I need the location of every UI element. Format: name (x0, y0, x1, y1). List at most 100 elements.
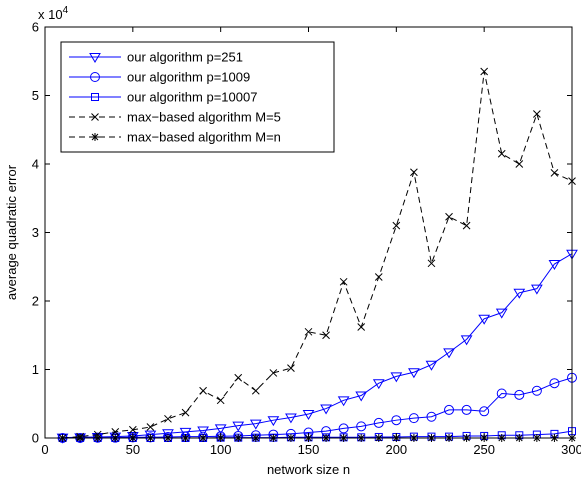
data-point (461, 404, 472, 415)
series-3 (58, 67, 576, 442)
data-point (338, 423, 349, 434)
data-point (320, 404, 332, 415)
data-point (426, 411, 437, 422)
data-point (480, 67, 489, 76)
data-point (460, 335, 473, 346)
data-point (374, 273, 383, 281)
data-point (533, 110, 541, 118)
data-point (357, 323, 366, 331)
data-point (548, 260, 561, 270)
data-point (497, 149, 506, 158)
data-point (355, 391, 368, 402)
y-multiplier-exponent: 4 (63, 5, 69, 16)
legend-entry: our algorithm p=1009 (69, 70, 250, 85)
data-point (495, 308, 508, 319)
y-tick-label: 2 (32, 294, 39, 309)
y-tick-label: 5 (32, 88, 39, 103)
data-point (214, 424, 227, 435)
y-tick-label: 4 (32, 157, 39, 172)
data-point (427, 259, 436, 268)
data-point (285, 413, 297, 424)
data-point (128, 425, 137, 434)
y-tick-label: 0 (32, 431, 39, 446)
legend-entry: max−based algorithm M=5 (69, 110, 281, 125)
y-multiplier-base: x 10 (38, 7, 63, 22)
y-multiplier: x 104 (38, 5, 69, 22)
data-point (550, 169, 559, 177)
legend-marker (89, 53, 101, 63)
data-point (356, 421, 367, 432)
y-tick-label: 1 (32, 362, 39, 377)
legend-label: our algorithm p=251 (127, 50, 243, 65)
data-point (514, 389, 525, 400)
y-tick-label: 6 (32, 20, 39, 35)
data-point (408, 368, 420, 379)
legend-label: our algorithm p=1009 (127, 70, 250, 85)
data-point (249, 419, 262, 430)
series-line-3 (62, 71, 573, 439)
data-point (391, 415, 402, 426)
data-point (162, 429, 174, 440)
x-tick-label: 50 (126, 442, 140, 457)
data-point (373, 417, 384, 428)
x-tick-label: 0 (41, 442, 48, 457)
x-tick-label: 200 (385, 442, 407, 457)
x-tick-label: 250 (473, 442, 495, 457)
data-point (372, 379, 385, 390)
data-point (443, 348, 455, 359)
data-point (530, 284, 543, 295)
legend-entry: max−based algorithm M=n (69, 130, 281, 145)
data-point (302, 410, 315, 421)
data-point (425, 360, 438, 371)
data-point (444, 404, 455, 415)
legend-marker (91, 133, 99, 141)
x-tick-label: 150 (298, 442, 320, 457)
x-tick-label: 100 (210, 442, 232, 457)
data-point (197, 426, 209, 437)
data-point (410, 168, 418, 177)
data-point (304, 327, 313, 336)
ticks-layer: 0 50 100 150 200 250 300 0 1 2 3 4 5 6 (32, 20, 581, 458)
data-point (199, 386, 207, 395)
data-point (339, 277, 348, 286)
data-point (267, 416, 280, 427)
data-point (181, 408, 190, 417)
data-point (479, 406, 490, 417)
data-point (322, 331, 330, 340)
data-point (269, 369, 278, 377)
legend-marker (90, 72, 100, 82)
data-point (445, 212, 453, 221)
data-point (164, 414, 172, 423)
legend-marker (91, 113, 99, 121)
legend-label: max−based algorithm M=5 (127, 110, 281, 125)
data-point (111, 427, 120, 436)
data-point (496, 388, 507, 399)
data-point (287, 364, 295, 372)
series-line-1 (62, 377, 573, 439)
y-axis-label: average quadratic error (4, 164, 19, 300)
legend-label: max−based algorithm M=n (127, 130, 281, 145)
data-point (251, 386, 260, 395)
x-tick-label: 300 (561, 442, 581, 457)
legend: our algorithm p=251 our algorithm p=1009 o… (60, 41, 335, 153)
x-axis-label: network size n (267, 462, 350, 477)
data-point (392, 221, 401, 230)
data-point (515, 160, 524, 168)
data-point (408, 413, 419, 424)
data-point (146, 423, 155, 431)
data-point (337, 396, 350, 407)
data-point (234, 373, 243, 382)
legend-entry: our algorithm p=251 (69, 50, 243, 65)
legend-entry: our algorithm p=10007 (69, 90, 257, 105)
data-point (216, 396, 225, 405)
data-point (462, 221, 471, 230)
data-point (513, 288, 526, 299)
data-point (478, 314, 491, 325)
legend-label: our algorithm p=10007 (127, 90, 257, 105)
data-point (390, 372, 403, 383)
legend-marker (91, 93, 99, 101)
data-point (232, 421, 245, 432)
y-tick-label: 3 (32, 225, 39, 240)
data-point (549, 378, 560, 389)
